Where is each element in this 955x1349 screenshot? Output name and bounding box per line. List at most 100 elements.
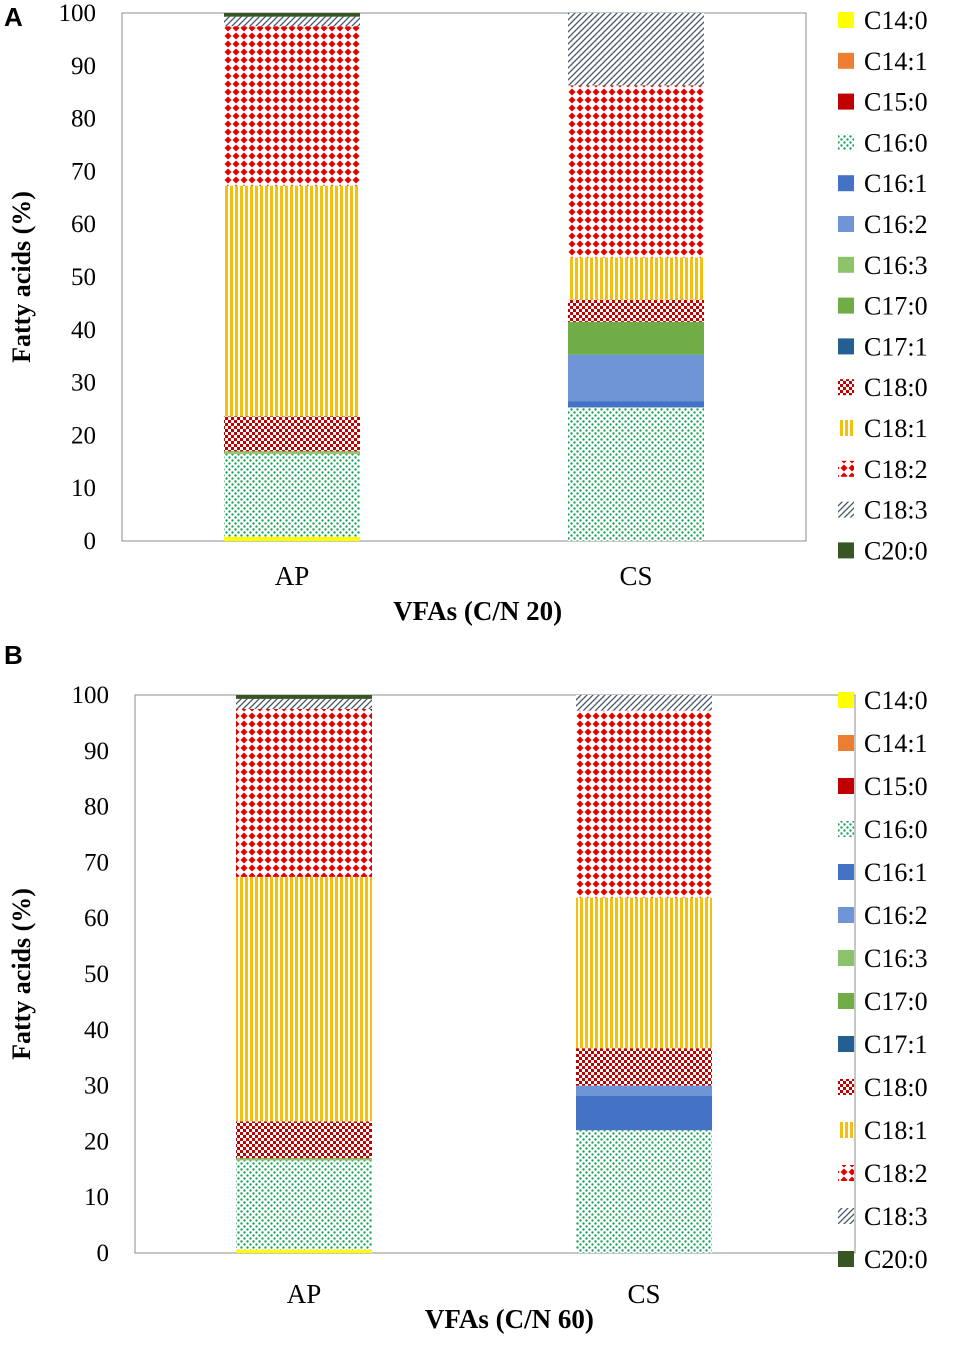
y-tick-label: 90 [84, 738, 109, 765]
legend-swatch-c14-1 [838, 735, 854, 751]
y-axis-label: Fatty acids (%) [7, 191, 36, 363]
bar-segment-ap-c16-0 [224, 453, 360, 537]
y-tick-label: 70 [71, 158, 96, 185]
x-axis-label: VFAs (C/N 60) [425, 1304, 594, 1334]
y-tick-label: 90 [71, 53, 96, 80]
bar-segment-cs-c16-1 [568, 401, 704, 408]
legend-swatch-c17-0 [838, 297, 854, 314]
bar-segment-ap-c16-3 [224, 452, 360, 454]
bar-segment-ap-c18-1 [236, 876, 372, 1122]
legend-label-c18-1: C18:1 [864, 1116, 928, 1145]
bar-segment-ap-c20-0 [236, 695, 372, 699]
bar-segment-cs-c18-1 [568, 257, 704, 300]
legend-swatch-c16-3 [838, 950, 854, 966]
bar-segment-cs-c16-1 [576, 1095, 712, 1131]
legend-swatch-c14-1 [838, 52, 854, 69]
y-tick-label: 30 [84, 1073, 109, 1100]
panel-label-b: B [4, 640, 23, 670]
legend-label-c16-3: C16:3 [864, 944, 928, 973]
bar-segment-cs-c18-2 [568, 85, 704, 258]
y-tick-label: 20 [84, 1128, 109, 1155]
y-tick-label: 80 [71, 106, 96, 133]
legend-swatch-c18-1 [838, 1122, 854, 1138]
legend-swatch-c16-1 [838, 175, 854, 192]
legend-label-c18-1: C18:1 [864, 414, 928, 443]
legend-swatch-c16-2 [838, 907, 854, 923]
legend-label-c14-1: C14:1 [864, 47, 928, 76]
legend-label-c15-0: C15:0 [864, 772, 928, 801]
bar-segment-ap-c16-0 [236, 1160, 372, 1250]
bar-segment-ap-c14-0 [236, 1249, 372, 1253]
legend-swatch-c16-3 [838, 256, 854, 273]
bar-segment-ap-c18-2 [236, 708, 372, 877]
legend-label-c17-1: C17:1 [864, 1030, 928, 1059]
bar-segment-cs-c18-1 [576, 897, 712, 1049]
legend-swatch-c15-0 [838, 778, 854, 794]
y-tick-label: 50 [71, 264, 96, 291]
legend-label-c16-0: C16:0 [864, 815, 928, 844]
bar-segment-ap-c20-0 [224, 13, 360, 17]
bar-segment-cs-c16-0 [568, 407, 704, 541]
bar-segment-ap-c14-0 [224, 536, 360, 541]
legend-swatch-c18-3 [838, 501, 854, 518]
y-tick-label: 70 [84, 849, 109, 876]
legend-label-c16-2: C16:2 [864, 901, 928, 930]
chart-panel-a: 0 10 20 30 40 50 60 70 80 90 100 Fatty acids (%) AP C… [7, 0, 928, 626]
y-tick-label: 10 [84, 1184, 109, 1211]
legend-swatch-c18-1 [838, 420, 854, 436]
bar-segment-ap-c16-3 [236, 1159, 372, 1161]
bar-segment-cs-c18-0 [568, 299, 704, 322]
y-tick-label: 0 [84, 528, 97, 555]
legend-label-c18-3: C18:3 [864, 496, 928, 525]
bar-segment-cs-c16-2 [576, 1085, 712, 1096]
legend-swatch-c17-1 [838, 1036, 854, 1052]
legend-label-c18-2: C18:2 [864, 455, 928, 484]
legend-label-c14-0: C14:0 [864, 686, 928, 715]
y-tick-label: 100 [72, 682, 110, 709]
legend-label-c16-1: C16:1 [864, 858, 928, 887]
y-tick-label: 40 [71, 317, 96, 344]
y-tick-label: 40 [84, 1017, 109, 1044]
legend-label-c16-1: C16:1 [864, 169, 928, 198]
y-tick-label: 60 [71, 211, 96, 238]
legend-swatch-c20-0 [838, 1251, 854, 1267]
bar-segment-ap-c17-0 [236, 1158, 372, 1160]
bar-segment-ap-c18-2 [224, 26, 360, 186]
legend-label-c16-2: C16:2 [864, 210, 928, 239]
x-tick-label: AP [275, 561, 310, 591]
legend-swatch-c18-2 [838, 460, 854, 477]
bar-segment-cs-c18-3 [576, 695, 712, 711]
legend-label-c17-1: C17:1 [864, 332, 928, 361]
bar-segment-ap-c18-0 [224, 416, 360, 452]
x-axis-label: VFAs (C/N 20) [393, 596, 562, 626]
legend-swatch-c20-0 [838, 542, 854, 559]
bar-segment-ap-c17-0 [224, 451, 360, 453]
y-tick-label: 30 [71, 370, 96, 397]
legend-label-c18-0: C18:0 [864, 373, 928, 402]
bar-segment-cs-c18-2 [576, 710, 712, 898]
legend-swatch-c18-0 [838, 379, 854, 396]
legend-swatch-c16-2 [838, 216, 854, 232]
y-tick-label: 10 [71, 475, 96, 502]
legend-swatch-c18-2 [838, 1165, 854, 1181]
y-tick-label: 100 [59, 0, 97, 27]
bar-segment-cs-c17-0 [568, 321, 704, 355]
bar-segment-ap-c18-3 [224, 16, 360, 27]
legend-swatch-c16-0 [838, 134, 854, 151]
legend-swatch-c14-0 [838, 12, 854, 28]
panel-label-a: A [4, 2, 23, 32]
x-tick-label: CS [619, 561, 652, 591]
bar-segment-ap-c18-0 [236, 1121, 372, 1159]
y-tick-label: 20 [71, 422, 96, 449]
legend-swatch-c18-3 [838, 1208, 854, 1224]
legend-label-c16-0: C16:0 [864, 128, 928, 157]
legend-label-c17-0: C17:0 [864, 292, 928, 321]
legend-swatch-c17-0 [838, 993, 854, 1009]
legend-label-c15-0: C15:0 [864, 88, 928, 117]
y-tick-label: 0 [97, 1240, 110, 1267]
legend-label-c17-0: C17:0 [864, 987, 928, 1016]
legend-swatch-c16-1 [838, 864, 854, 880]
bar-segment-cs-c16-0 [576, 1130, 712, 1253]
bar-segment-cs-c18-0 [576, 1048, 712, 1086]
bar-segment-cs-c16-2 [568, 354, 704, 402]
